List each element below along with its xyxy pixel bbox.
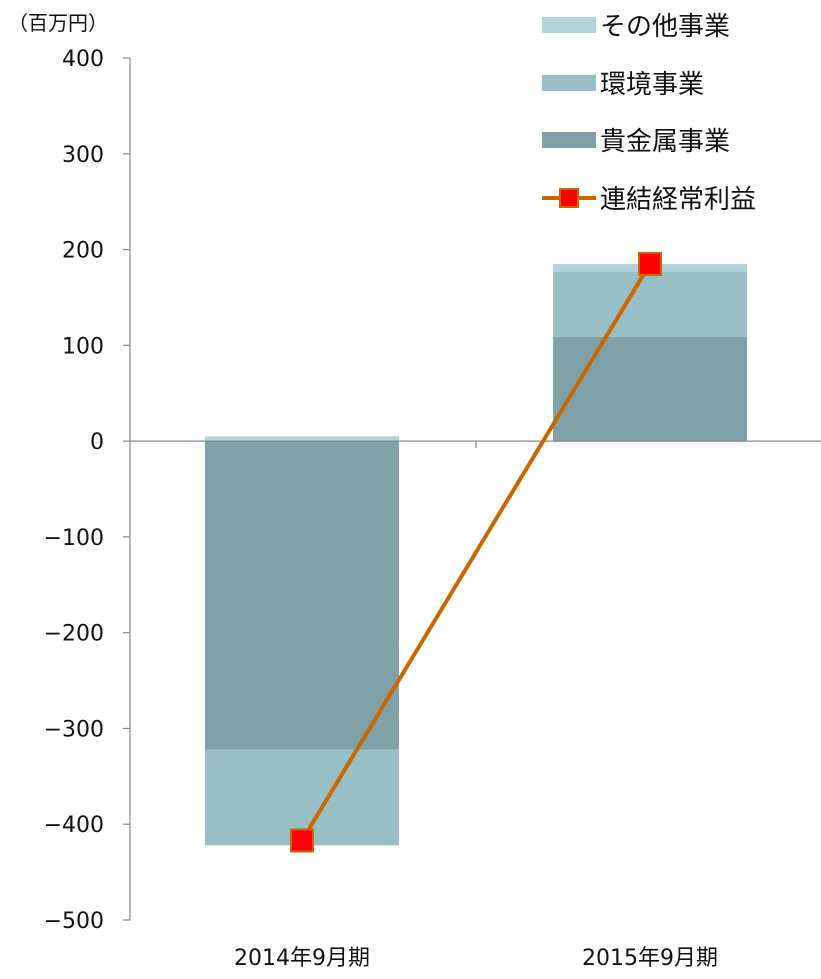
y-tick-label: −200 — [44, 622, 104, 647]
legend-swatch — [542, 17, 596, 33]
y-tick-label: −100 — [44, 526, 104, 551]
y-tick-label: 100 — [62, 334, 104, 359]
bar-segment — [205, 441, 399, 750]
y-tick-label: 400 — [62, 47, 104, 72]
legend-label: その他事業 — [600, 12, 730, 42]
legend-label: 環境事業 — [600, 70, 704, 100]
y-tick-label: −400 — [44, 813, 104, 838]
bar-segment — [553, 336, 747, 442]
legend-swatch — [542, 132, 596, 148]
legend-swatch — [542, 75, 596, 91]
legend-label: 貴金属事業 — [600, 127, 730, 157]
line-point-marker — [638, 251, 662, 276]
bar-segment — [205, 436, 399, 442]
y-tick-label: 300 — [62, 143, 104, 168]
line-series-group — [290, 251, 662, 853]
y-tick-label: −300 — [44, 717, 104, 742]
bar-segment — [553, 271, 747, 337]
y-tick-label: 0 — [90, 430, 104, 455]
legend-label: 連結経常利益 — [600, 185, 756, 215]
y-tick-label: −500 — [44, 909, 104, 934]
line-point-marker — [290, 828, 314, 853]
y-tick-label: 200 — [62, 239, 104, 264]
y-unit-label: （百万円） — [8, 11, 108, 35]
line-series — [300, 262, 652, 842]
legend-marker — [559, 188, 579, 208]
x-category-label: 2014年9月期 — [234, 946, 370, 971]
x-category-label: 2015年9月期 — [582, 946, 718, 971]
axes-group: 400 300 200 100 0 −100 −200 −300 −400 −500 2014年9月… — [44, 47, 821, 971]
